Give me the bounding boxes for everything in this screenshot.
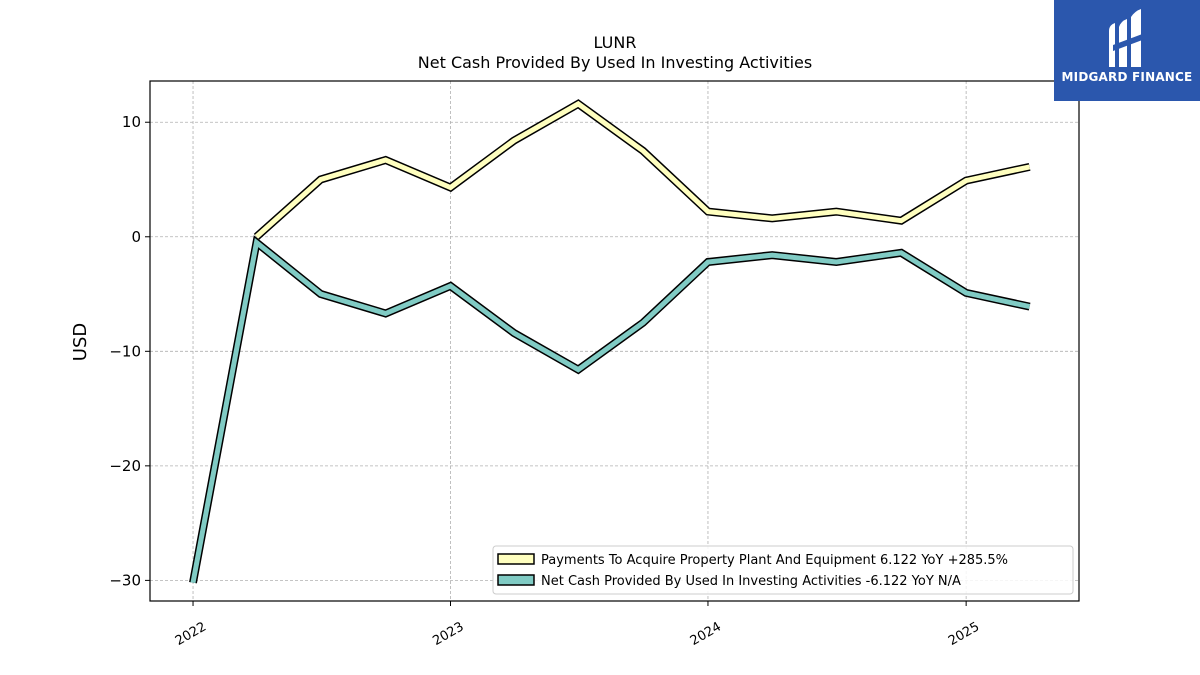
brand-logo: MIDGARD FINANCE [1054,0,1200,101]
series-0-outline [253,99,1031,240]
plot-lines [189,99,1031,584]
y-tick-label: −10 [109,342,141,360]
x-tick-label: 2024 [688,619,724,649]
series-0-line [254,100,1031,239]
series-1-line [190,237,1031,584]
y-tick-label: 10 [122,113,141,131]
brand-name: MIDGARD FINANCE [1061,70,1193,84]
x-tick-label: 2025 [946,619,982,649]
legend-box [492,545,1074,595]
y-tick-label: −30 [109,571,141,589]
legend-swatch-1 [497,574,535,586]
grid [150,81,1079,601]
legend-label-1: Net Cash Provided By Used In Investing A… [541,574,961,589]
chart-title: LUNR [594,33,637,52]
y-tick-label: −20 [109,457,141,475]
x-tick-label: 2023 [430,619,466,649]
plot-frame [149,80,1080,602]
legend-swatch-0 [497,553,535,565]
x-tick-label: 2022 [173,619,209,649]
legend: Payments To Acquire Property Plant And E… [492,545,1074,595]
legend-label-0: Payments To Acquire Property Plant And E… [541,553,1008,568]
chart-subtitle: Net Cash Provided By Used In Investing A… [418,53,812,72]
y-axis-label: USD [70,323,91,361]
y-tick-label: 0 [131,228,141,246]
midgard-m-logo-icon [1109,9,1145,67]
